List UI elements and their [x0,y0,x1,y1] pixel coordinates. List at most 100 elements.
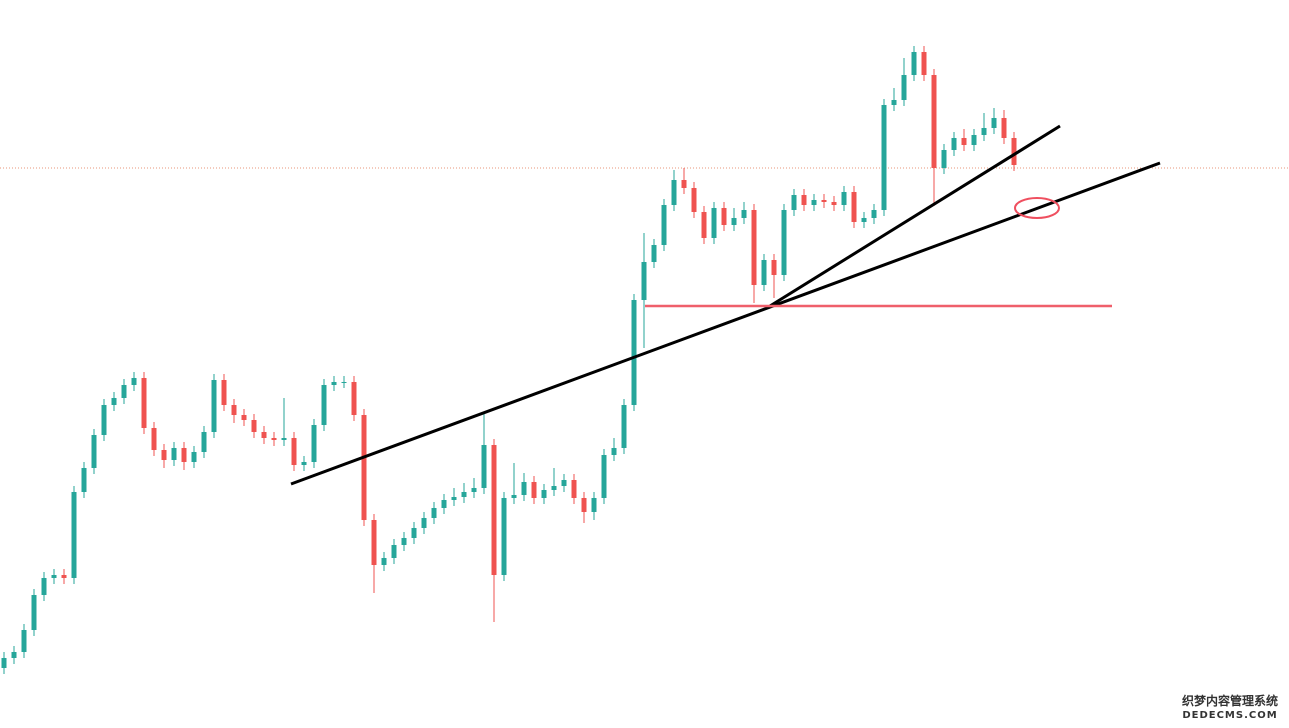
candle-body [601,455,607,498]
candle-body [241,415,247,420]
candle-body [471,488,477,492]
candle-body [681,180,687,188]
candle-body [521,482,527,495]
candle-body [631,300,637,405]
candle-body [701,212,707,238]
candle-body [91,435,97,468]
candle-body [691,188,697,212]
candle-body [981,128,987,135]
watermark-text: 织梦内容管理系统 [1182,693,1278,708]
candle-body [361,415,367,520]
candle-body [911,52,917,75]
candle-body [11,652,17,658]
candle-body [771,260,777,275]
candle-body [251,420,257,432]
candle-body [891,100,897,105]
candle-body [31,595,37,630]
candle-body [561,480,567,486]
watermark-text: DEDECMS.COM [1182,710,1277,721]
highlight-ellipse [1014,197,1060,219]
candle-body [851,192,857,222]
candle-body [351,382,357,415]
candle-body [371,520,377,565]
candle-body [71,492,77,578]
candle-body [271,438,277,440]
candle-body [481,445,487,488]
candle-body [781,210,787,275]
candle-body [501,498,507,575]
candle-body [841,192,847,205]
candle-body [961,138,967,145]
candle-body [311,425,317,462]
candle-body [291,438,297,465]
candle-body [641,262,647,300]
candle-body [721,208,727,225]
candle-body [651,245,657,262]
candle-body [1,658,7,668]
watermark-bg [1176,692,1284,722]
candle-body [731,218,737,225]
candle-body [261,432,267,438]
candle-body [1011,138,1017,165]
candle-body [791,195,797,210]
candle-body [751,210,757,285]
candle-body [711,208,717,238]
candle-body [341,382,347,383]
candle-body [951,138,957,150]
candle-body [761,260,767,285]
candle-body [491,445,497,575]
candle-body [181,448,187,462]
candle-body [811,200,817,205]
candle-body [121,385,127,398]
candle-body [41,578,47,595]
candle-body [231,405,237,415]
candle-body [801,195,807,205]
candle-body [51,575,57,578]
candle-body [301,462,307,465]
candle-body [1001,118,1007,138]
candle-body [191,452,197,462]
candle-body [141,378,147,428]
trend-line [290,161,1161,486]
candle-body [871,210,877,218]
candle-body [591,498,597,512]
candle-body [161,450,167,460]
candle-body [931,75,937,168]
candle-body [411,528,417,538]
candle-body [621,405,627,448]
candle-body [221,380,227,405]
candle-body [551,486,557,490]
candle-body [391,545,397,558]
candle-body [661,205,667,245]
candle-body [881,105,887,210]
candle-body [211,380,217,432]
candle-body [421,518,427,528]
candle-body [281,438,287,440]
candle-body [941,150,947,168]
candle-body [441,500,447,508]
candle-body [451,497,457,500]
candle-body [131,378,137,385]
candle-body [171,448,177,460]
candle-body [81,468,87,492]
candle-body [901,75,907,100]
candle-body [571,480,577,498]
candle-body [201,432,207,452]
candle-body [381,558,387,565]
candle-body [741,210,747,218]
candle-body [431,508,437,518]
candle-body [461,492,467,497]
candle-body [511,495,517,498]
candle-body [821,200,827,202]
candle-body [581,498,587,512]
candle-body [111,398,117,405]
candle-body [541,490,547,498]
trend-line [769,124,1061,308]
candle-body [831,202,837,205]
candle-body [21,630,27,652]
candle-body [531,482,537,498]
candle-body [151,428,157,450]
candle-body [321,385,327,425]
candle-body [61,575,67,578]
